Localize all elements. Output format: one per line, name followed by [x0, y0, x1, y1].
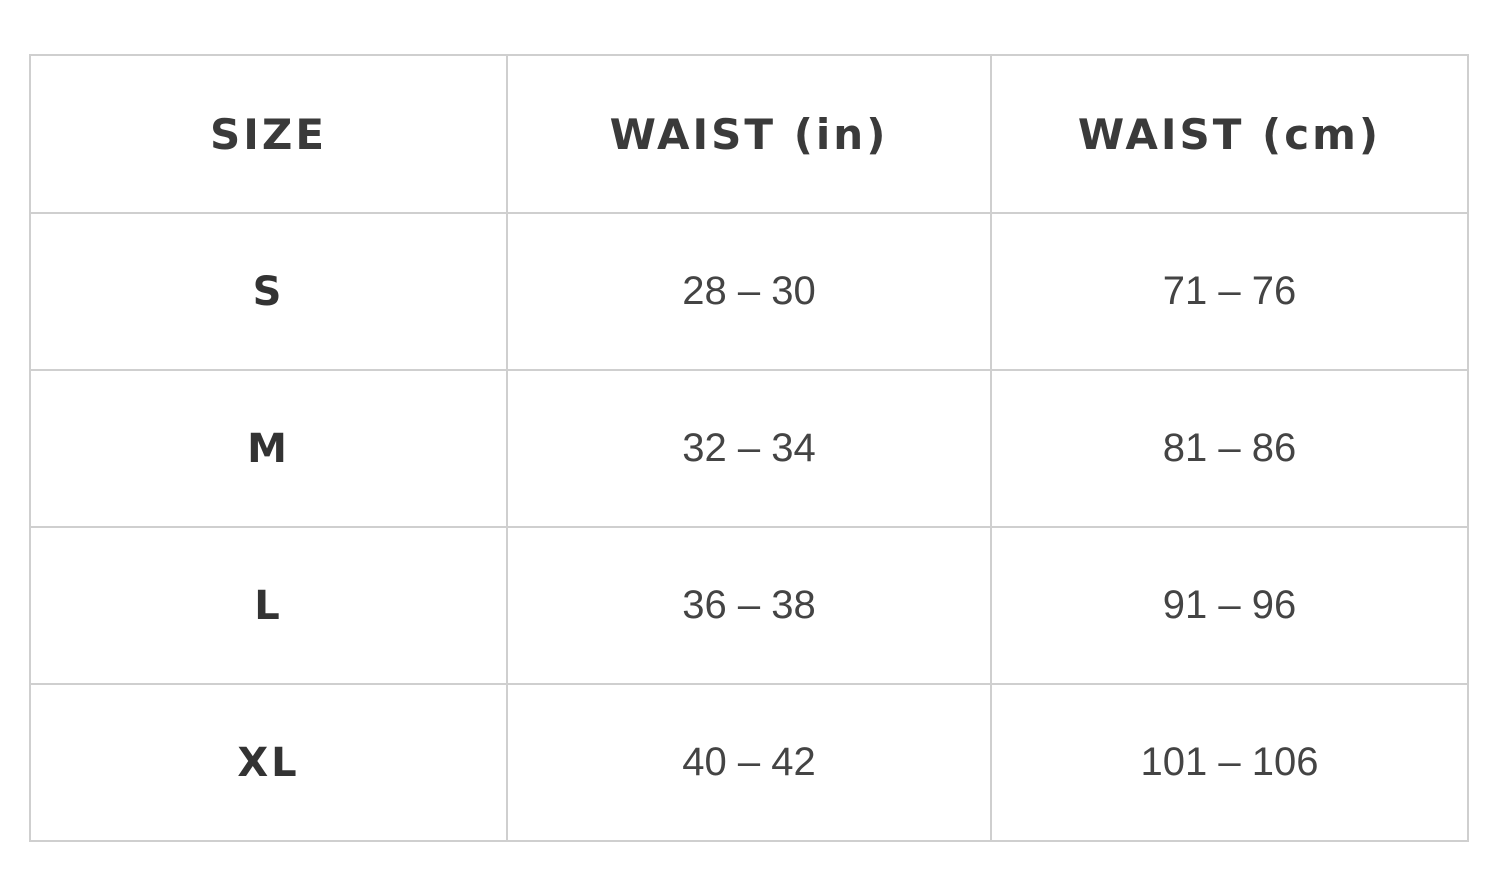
header-row: SIZE WAIST (in) WAIST (cm): [29, 54, 1469, 214]
cell-size: L: [29, 526, 508, 685]
header-waist-in: WAIST (in): [506, 54, 992, 214]
cell-waist-cm: 81 – 86: [990, 369, 1469, 528]
cell-waist-cm: 101 – 106: [990, 683, 1469, 842]
table-row: S 28 – 30 71 – 76: [29, 212, 1469, 371]
cell-waist-in: 40 – 42: [506, 683, 992, 842]
table-row: M 32 – 34 81 – 86: [29, 369, 1469, 528]
table-row: XL 40 – 42 101 – 106: [29, 683, 1469, 842]
cell-waist-cm: 71 – 76: [990, 212, 1469, 371]
table-row: L 36 – 38 91 – 96: [29, 526, 1469, 685]
cell-size: S: [29, 212, 508, 371]
header-size: SIZE: [29, 54, 508, 214]
cell-waist-cm: 91 – 96: [990, 526, 1469, 685]
cell-waist-in: 28 – 30: [506, 212, 992, 371]
size-chart-table: SIZE WAIST (in) WAIST (cm) S 28 – 30 71 – …: [29, 54, 1469, 842]
cell-waist-in: 32 – 34: [506, 369, 992, 528]
cell-waist-in: 36 – 38: [506, 526, 992, 685]
header-waist-cm: WAIST (cm): [990, 54, 1469, 214]
cell-size: XL: [29, 683, 508, 842]
cell-size: M: [29, 369, 508, 528]
